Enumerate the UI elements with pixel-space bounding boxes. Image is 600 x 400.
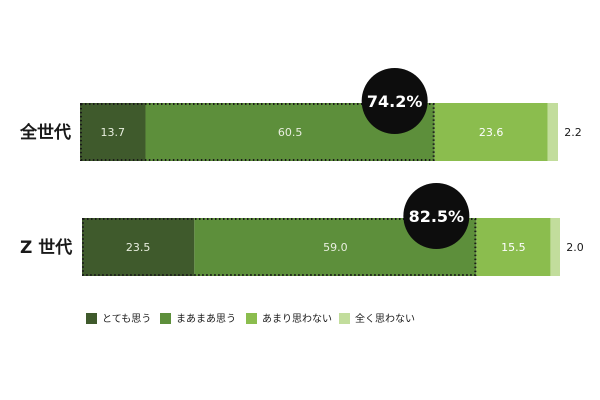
data-label: 2.0 [566, 241, 584, 254]
category-label: 全世代 [19, 122, 71, 143]
highlight-badge [361, 68, 428, 134]
legend-swatch [86, 313, 97, 324]
legend-swatch [160, 313, 171, 324]
data-label: 15.5 [501, 241, 526, 254]
bar-row-0: 全世代 13.7 60.5 23.6 2.2 74.2% [19, 68, 582, 161]
legend-item: とても思う [86, 313, 151, 325]
bar-segment [547, 103, 558, 161]
legend-label: とても思う [102, 313, 151, 325]
highlight-total-label: 82.5% [409, 207, 465, 226]
data-label: 2.2 [564, 126, 582, 139]
bar-segment [434, 103, 548, 161]
bar-segment [550, 218, 560, 276]
category-label: Z 世代 [20, 237, 72, 258]
data-label: 59.0 [323, 241, 348, 254]
bar-segment [82, 218, 195, 276]
bar-row-1: Z 世代 23.5 59.0 15.5 2.0 82.5% [20, 183, 584, 276]
legend-swatch [339, 313, 350, 324]
bar-segment [476, 218, 551, 276]
legend-item: まあまあ思う [160, 313, 236, 325]
data-label: 23.6 [479, 126, 504, 139]
highlight-outline [80, 103, 435, 161]
data-label: 13.7 [100, 126, 125, 139]
legend-label: 全く思わない [355, 312, 415, 325]
bar-segment [80, 103, 146, 161]
legend-swatch [246, 313, 257, 324]
data-label: 60.5 [278, 126, 303, 139]
bar-rows: 全世代 13.7 60.5 23.6 2.2 74.2% Z 世代 23.5 59.0 15.5 2… [19, 68, 584, 276]
legend-label: まあまあ思う [176, 313, 236, 325]
legend-label: あまり思わない [262, 313, 332, 325]
highlight-outline [82, 218, 477, 276]
highlight-total-label: 74.2% [367, 92, 423, 111]
data-label: 23.5 [126, 241, 151, 254]
highlight-badge [403, 183, 470, 249]
legend-item: あまり思わない [246, 313, 332, 325]
legend-item: 全く思わない [339, 312, 415, 325]
legend: とても思う まあまあ思う あまり思わない 全く思わない [86, 312, 415, 325]
